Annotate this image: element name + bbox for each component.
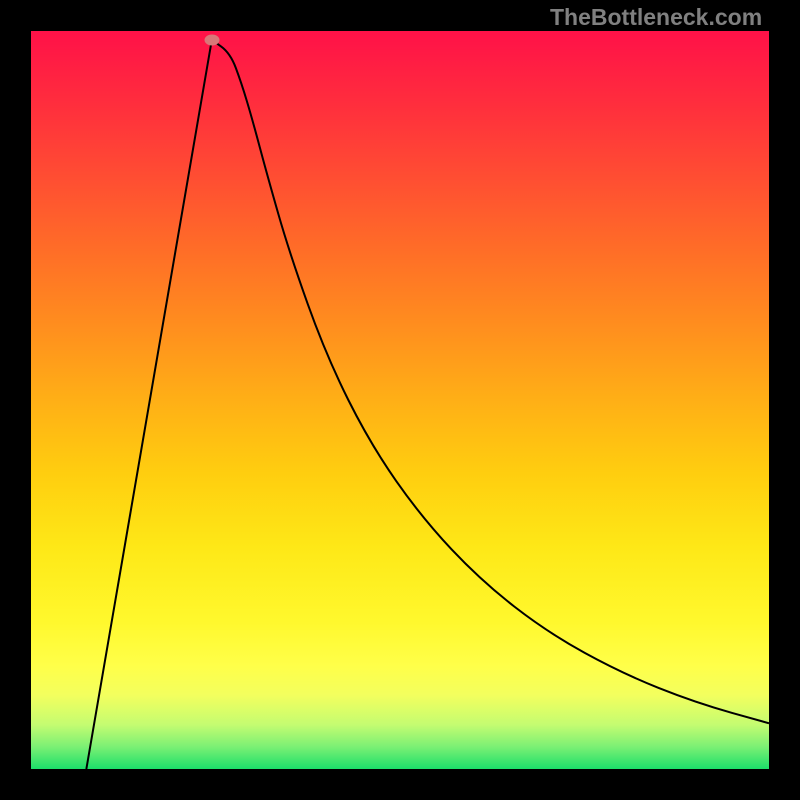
plot-area [31, 31, 769, 769]
minimum-point-marker [204, 34, 219, 45]
watermark-text: TheBottleneck.com [550, 4, 762, 31]
curve-line [31, 31, 769, 769]
chart-container: TheBottleneck.com [0, 0, 800, 800]
